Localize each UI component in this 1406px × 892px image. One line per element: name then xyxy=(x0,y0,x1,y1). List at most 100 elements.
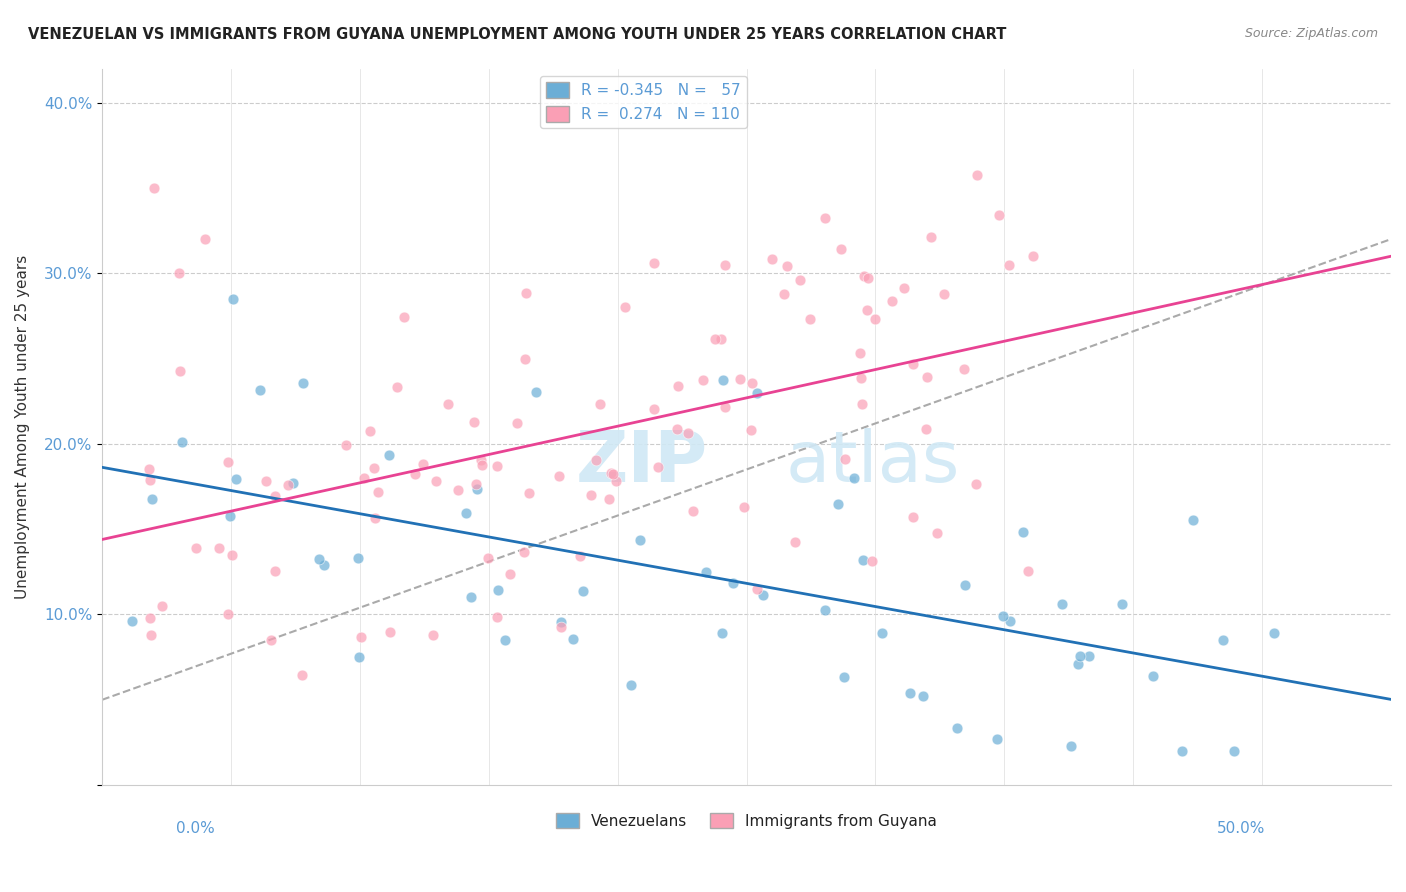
Point xyxy=(849,371,872,385)
Point xyxy=(643,401,665,416)
Point xyxy=(139,473,162,487)
Point xyxy=(1011,524,1033,539)
Point xyxy=(486,583,509,598)
Point xyxy=(463,415,485,429)
Point xyxy=(142,181,165,195)
Point xyxy=(714,401,737,415)
Point xyxy=(312,558,335,572)
Point xyxy=(512,545,534,559)
Point xyxy=(264,564,287,578)
Point xyxy=(485,610,508,624)
Point xyxy=(682,503,704,517)
Point xyxy=(844,471,866,485)
Point xyxy=(138,610,160,624)
Point xyxy=(568,549,591,563)
Point xyxy=(367,484,389,499)
Point xyxy=(703,332,725,346)
Point xyxy=(292,376,315,390)
Point xyxy=(620,678,643,692)
Text: 50.0%: 50.0% xyxy=(1218,821,1265,836)
Point xyxy=(711,372,734,386)
Point xyxy=(988,208,1011,222)
Point xyxy=(437,397,460,411)
Point xyxy=(814,603,837,617)
Point xyxy=(628,533,651,548)
Point xyxy=(903,357,925,371)
Point xyxy=(217,607,239,621)
Point xyxy=(666,379,689,393)
Point xyxy=(385,380,408,394)
Point xyxy=(562,632,585,646)
Point xyxy=(138,462,160,476)
Point xyxy=(921,230,943,244)
Point xyxy=(456,506,478,520)
Point xyxy=(363,461,385,475)
Point xyxy=(404,467,426,481)
Point xyxy=(1067,657,1090,671)
Point xyxy=(993,608,1015,623)
Point xyxy=(893,280,915,294)
Point xyxy=(422,628,444,642)
Point xyxy=(814,211,837,225)
Point xyxy=(221,548,243,562)
Point xyxy=(953,578,976,592)
Point xyxy=(585,453,607,467)
Point xyxy=(121,614,143,628)
Point xyxy=(506,417,529,431)
Point xyxy=(783,535,806,549)
Point xyxy=(308,552,330,566)
Point xyxy=(335,438,357,452)
Point xyxy=(1171,744,1194,758)
Point xyxy=(172,435,194,450)
Point xyxy=(643,256,665,270)
Point xyxy=(915,369,938,384)
Point xyxy=(605,474,627,488)
Point xyxy=(412,457,434,471)
Point xyxy=(260,633,283,648)
Point xyxy=(946,721,969,735)
Point xyxy=(465,477,488,491)
Point xyxy=(254,474,277,488)
Point xyxy=(1017,564,1039,578)
Point xyxy=(711,626,734,640)
Point xyxy=(834,452,856,467)
Point xyxy=(772,287,794,301)
Point xyxy=(1263,626,1285,640)
Point xyxy=(860,554,883,568)
Point xyxy=(695,565,717,579)
Point xyxy=(851,396,873,410)
Point xyxy=(281,475,304,490)
Point xyxy=(872,626,894,640)
Point xyxy=(953,361,976,376)
Point xyxy=(692,374,714,388)
Point xyxy=(728,372,751,386)
Point xyxy=(710,332,733,346)
Point xyxy=(353,471,375,485)
Point xyxy=(676,425,699,440)
Point xyxy=(733,500,755,515)
Point xyxy=(139,627,162,641)
Point xyxy=(225,472,247,486)
Point xyxy=(1142,669,1164,683)
Point xyxy=(364,511,387,525)
Point xyxy=(150,599,173,613)
Point xyxy=(446,483,468,497)
Point xyxy=(394,310,416,324)
Point xyxy=(495,632,517,647)
Point xyxy=(194,232,217,246)
Point xyxy=(470,452,492,467)
Point xyxy=(998,614,1021,628)
Point xyxy=(856,302,879,317)
Point xyxy=(966,168,988,182)
Point xyxy=(853,269,876,284)
Point xyxy=(471,458,494,473)
Legend: Venezuelans, Immigrants from Guyana: Venezuelans, Immigrants from Guyana xyxy=(550,806,943,835)
Point xyxy=(647,460,669,475)
Point xyxy=(359,424,381,438)
Point xyxy=(1078,648,1101,663)
Point xyxy=(377,448,399,462)
Point xyxy=(600,467,623,481)
Point xyxy=(291,668,314,682)
Point xyxy=(350,630,373,644)
Point xyxy=(378,625,401,640)
